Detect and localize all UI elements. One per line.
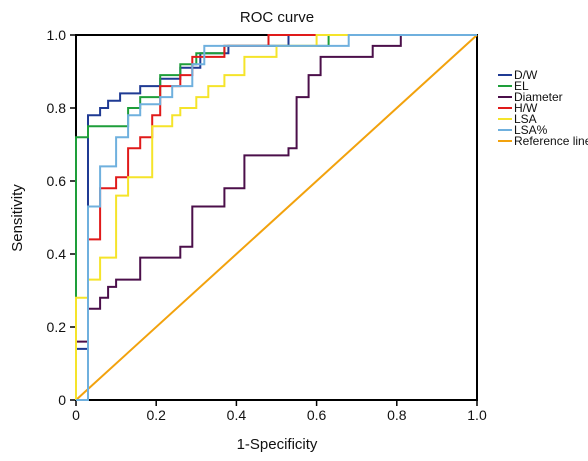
y-tick-label: 0.2 <box>47 319 67 335</box>
legend-label-lsa: LSA% <box>514 123 548 137</box>
x-tick-label: 0.6 <box>307 407 327 423</box>
x-tick-label: 0.8 <box>387 407 407 423</box>
x-tick-label: 1.0 <box>467 407 487 423</box>
plot-area: 0 0.2 0.4 0.6 0.8 1.0 0 0.2 0.4 0.6 0.8 1.0 <box>47 27 487 423</box>
y-tick-label: 1.0 <box>47 27 67 43</box>
y-axis-label: Sensitivity <box>9 184 26 252</box>
x-tick-label: 0.2 <box>146 407 166 423</box>
y-tick-label: 0.4 <box>47 246 67 262</box>
legend-label-reference-line: Reference line <box>514 134 588 148</box>
x-tick-label: 0 <box>72 407 80 423</box>
series-line-lsa <box>75 34 477 400</box>
series-line-diameter <box>75 34 477 400</box>
chart-title: ROC curve <box>240 9 314 26</box>
y-tick-label: 0.6 <box>47 173 67 189</box>
legend-label-h-w: H/W <box>514 101 538 115</box>
series-line-d-w <box>75 34 477 400</box>
x-axis-label: 1-Specificity <box>237 436 318 453</box>
legend-label-el: EL <box>514 79 529 93</box>
y-tick-label: 0.8 <box>47 100 67 116</box>
legend-label-diameter: Diameter <box>514 90 563 104</box>
series-line-reference-line <box>75 34 478 401</box>
y-tick-label: 0 <box>58 392 66 408</box>
series-line-lsa <box>76 34 477 401</box>
x-tick-label: 0.4 <box>227 407 247 423</box>
legend-label-d-w: D/W <box>514 68 538 82</box>
legend-label-lsa: LSA <box>514 112 537 126</box>
